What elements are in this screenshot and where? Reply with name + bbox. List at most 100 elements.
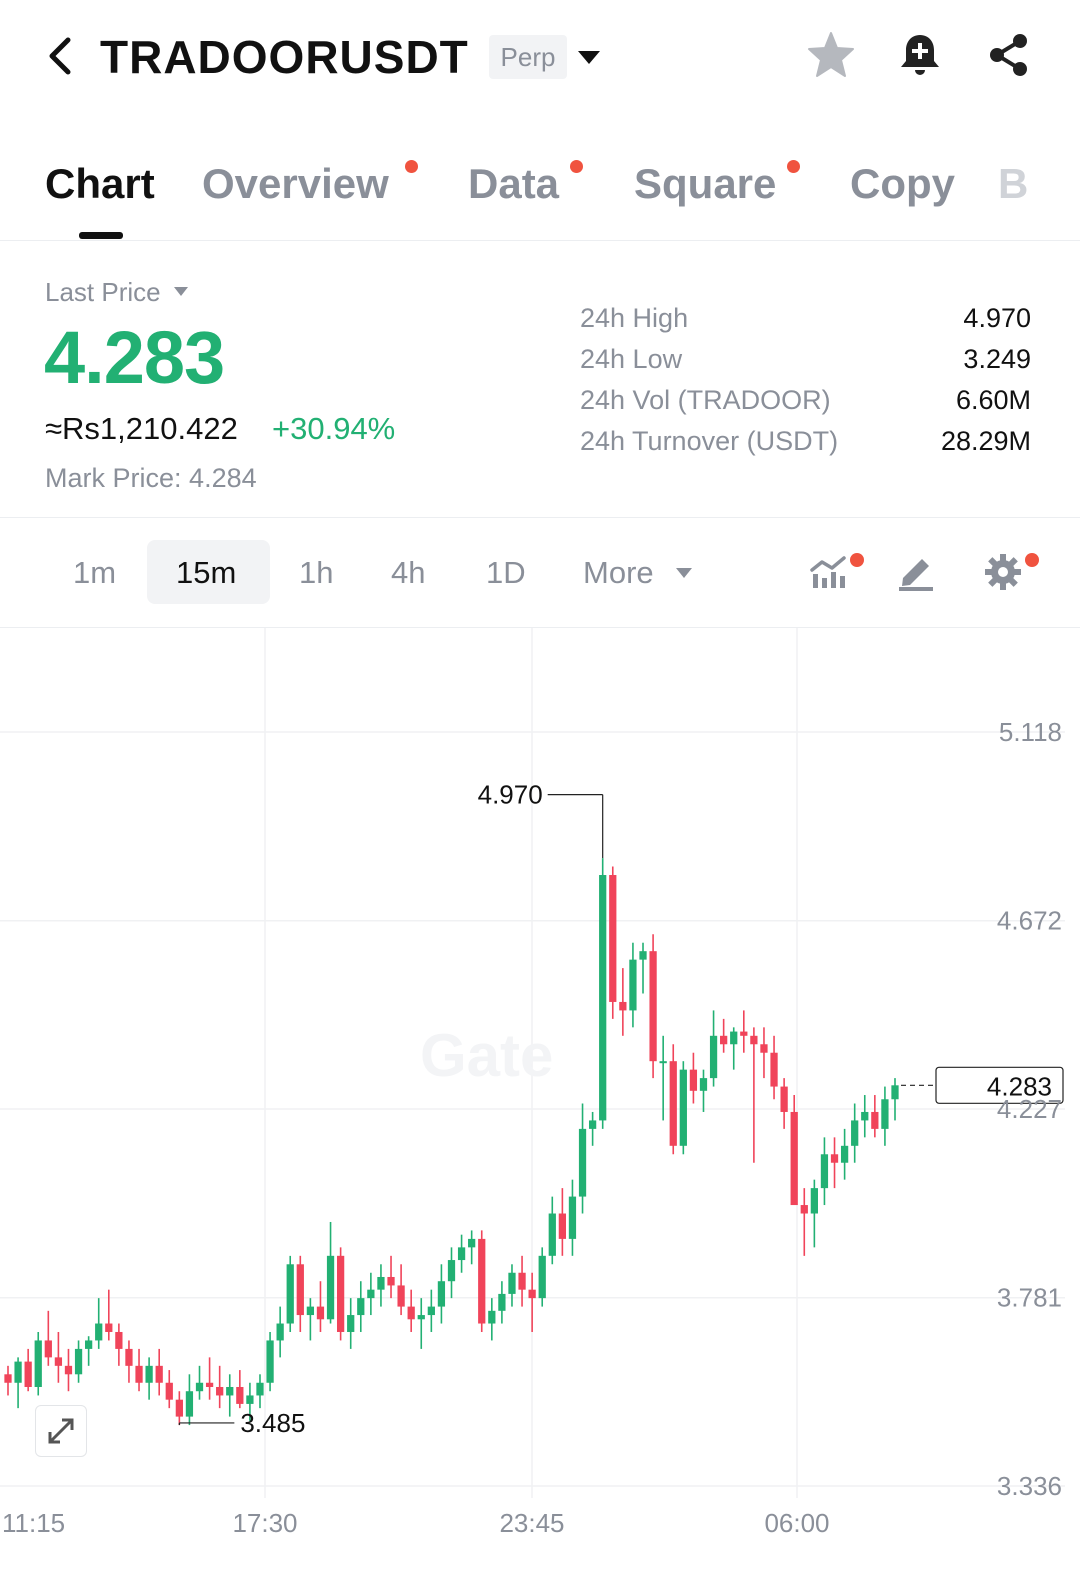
drawing-pencil-icon[interactable] [894, 550, 938, 594]
candle-body [800, 1205, 808, 1214]
tabs-divider [0, 240, 1080, 241]
interval-active-bg [147, 540, 270, 604]
candle-body [387, 1276, 395, 1286]
y-tick-label: 5.118 [999, 717, 1062, 747]
candle-body [407, 1306, 415, 1320]
candle-body [195, 1382, 204, 1392]
candle-body [175, 1399, 183, 1417]
x-tick-label: 17:30 [232, 1508, 297, 1538]
candle-body [750, 1035, 758, 1045]
summary-divider [0, 517, 1080, 518]
settings-gear-icon[interactable] [981, 550, 1025, 594]
tab-chart[interactable]: Chart [45, 160, 155, 207]
tab-copy[interactable]: Copy [850, 160, 955, 207]
pair-dropdown-icon[interactable] [578, 51, 600, 64]
candle-body [135, 1365, 143, 1383]
tab-data-dot [570, 160, 583, 173]
tab-more-partial[interactable]: B [998, 160, 1029, 207]
candle-body [720, 1035, 728, 1045]
interval-more-caret-icon[interactable] [676, 568, 692, 578]
tab-overview[interactable]: Overview [202, 160, 389, 207]
y-tick-label: 4.227 [997, 1094, 1062, 1124]
candle-body [266, 1340, 274, 1383]
stat-value-volume: 6.60M [955, 385, 1031, 415]
star-icon[interactable] [806, 30, 856, 80]
candle-body [447, 1260, 456, 1282]
candle-body [830, 1154, 839, 1163]
mark-price-value: 4.284 [189, 463, 257, 493]
candle-body [810, 1188, 818, 1214]
candle-body [588, 1120, 597, 1129]
indicators-icon[interactable] [808, 550, 852, 594]
last-price-label[interactable]: Last Price [45, 277, 161, 307]
y-tick-label: 3.336 [997, 1471, 1062, 1501]
candle-body [679, 1069, 687, 1146]
last-price-dropdown-icon[interactable] [174, 287, 188, 296]
candle-body [861, 1111, 869, 1121]
candle-body [326, 1255, 335, 1320]
candle-body [619, 1001, 627, 1011]
low-marker-label: 3.485 [240, 1408, 305, 1438]
candle-body [286, 1264, 294, 1324]
fullscreen-button[interactable] [35, 1405, 87, 1457]
candle-body [548, 1213, 556, 1256]
candle-body [64, 1365, 73, 1375]
candle-body [226, 1386, 234, 1396]
candle-body [14, 1361, 22, 1383]
candles-group [4, 858, 899, 1426]
candle-body [770, 1052, 778, 1087]
candle-body [528, 1289, 536, 1299]
interval-1d[interactable]: 1D [486, 555, 526, 590]
current-price-box [935, 1066, 1064, 1104]
tab-square[interactable]: Square [634, 160, 777, 207]
tab-data[interactable]: Data [468, 160, 560, 207]
toolbar-divider [0, 627, 1080, 628]
interval-1m[interactable]: 1m [73, 555, 117, 590]
candle-body [669, 1061, 677, 1146]
candle-body [427, 1306, 435, 1316]
interval-4h[interactable]: 4h [391, 555, 426, 590]
candle-body [336, 1255, 345, 1332]
candle-body [790, 1111, 798, 1206]
high-marker-label: 4.970 [478, 780, 543, 810]
candle-body [115, 1331, 123, 1349]
candle-body [74, 1348, 83, 1375]
candle-body [306, 1306, 315, 1316]
current-price-label: 4.283 [987, 1071, 1052, 1101]
settings-dot [1025, 553, 1039, 567]
candle-body [760, 1044, 768, 1053]
candle-body [437, 1281, 446, 1307]
candle-body [820, 1154, 829, 1189]
mark-price: Mark Price: 4.284 [45, 463, 257, 494]
candle-body [296, 1264, 304, 1316]
candlestick-chart[interactable]: Gate 4.970 3.485 4.283 5.118 4.672 4.227 3.78… [0, 628, 1080, 1575]
stat-label-volume: 24h Vol (TRADOOR) [580, 385, 831, 415]
interval-more[interactable]: More [583, 555, 654, 590]
x-tick-label: 11:15 [2, 1508, 65, 1538]
stat-value-low: 3.249 [963, 344, 1031, 374]
interval-1h[interactable]: 1h [299, 555, 334, 590]
indicators-dot [850, 553, 864, 567]
candle-body [599, 875, 607, 1121]
candle-body [740, 1031, 748, 1036]
back-icon[interactable] [40, 34, 84, 78]
tab-square-dot [787, 160, 800, 173]
candle-body [256, 1382, 264, 1396]
candle-body [95, 1323, 103, 1341]
y-tick-label: 3.781 [997, 1283, 1062, 1313]
candle-body [498, 1293, 506, 1311]
candle-body [639, 951, 647, 960]
pair-title[interactable]: TRADOORUSDT [100, 31, 469, 83]
bell-plus-icon[interactable] [895, 30, 945, 80]
stat-label-turnover: 24h Turnover (USDT) [580, 426, 839, 456]
price-change-percent: +30.94% [272, 411, 396, 446]
candle-body [730, 1031, 738, 1045]
candle-body [891, 1085, 899, 1100]
candle-body [417, 1315, 425, 1320]
interval-15m[interactable]: 15m [176, 555, 237, 590]
mark-price-label: Mark Price: [45, 463, 182, 493]
candle-body [397, 1285, 405, 1307]
candle-body [538, 1255, 546, 1299]
stat-value-turnover: 28.29M [940, 426, 1031, 456]
share-icon[interactable] [984, 30, 1034, 80]
